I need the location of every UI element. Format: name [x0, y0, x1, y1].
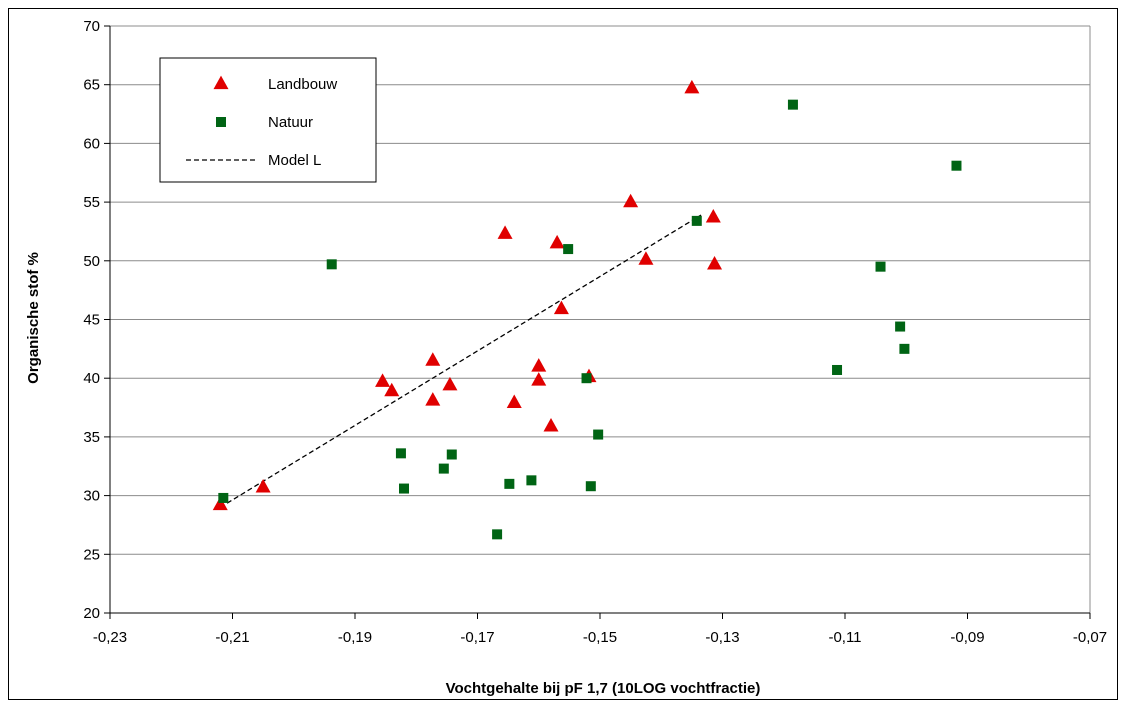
- legend-label: Model L: [268, 152, 321, 169]
- landbouw-point: [425, 352, 441, 366]
- y-tick-label: 70: [83, 18, 100, 35]
- landbouw-point: [684, 79, 700, 94]
- landbouw-point: [531, 372, 547, 386]
- y-tick-label: 55: [83, 194, 100, 211]
- landbouw-point: [506, 394, 522, 408]
- tick-labels: 20 25 30 35 40 45 50 55 60 65 70 -0,23 -0,21 -0,19 -0,…: [83, 18, 1107, 646]
- x-tick-label: -0,09: [950, 629, 984, 646]
- y-tick-label: 25: [83, 546, 100, 563]
- x-tick-label: -0,07: [1073, 629, 1107, 646]
- landbouw-point: [212, 496, 228, 511]
- natuur-point: [585, 481, 596, 492]
- landbouw-point: [707, 255, 723, 270]
- legend-box: [159, 57, 377, 183]
- legend-label: Natuur: [268, 114, 313, 131]
- x-tick-label: -0,23: [93, 629, 127, 646]
- x-tick-label: -0,11: [828, 629, 861, 646]
- landbouw-point: [497, 225, 513, 239]
- landbouw-point: [425, 392, 441, 406]
- natuur-point: [593, 429, 604, 440]
- natuur-point: [951, 160, 962, 171]
- landbouw-point: [623, 193, 639, 208]
- x-tick-label: -0,21: [215, 629, 249, 646]
- axes: [104, 25, 1091, 619]
- legend: Landbouw Natuur Model L: [159, 57, 377, 183]
- natuur-point: [504, 478, 515, 489]
- natuur-point: [218, 492, 229, 503]
- model-line: [219, 214, 702, 508]
- landbouw-point: [705, 208, 721, 223]
- legend-label: Landbouw: [268, 76, 337, 93]
- y-tick-label: 35: [83, 429, 100, 446]
- y-tick-label: 65: [83, 77, 100, 94]
- natuur-point: [395, 448, 406, 459]
- landbouw-point: [442, 376, 458, 391]
- landbouw-point: [543, 417, 559, 432]
- y-tick-label: 60: [83, 135, 100, 152]
- natuur-point: [526, 475, 537, 486]
- landbouw-point: [375, 373, 391, 387]
- landbouw-point: [531, 358, 547, 372]
- natuur-point: [563, 244, 574, 255]
- natuur-point: [787, 99, 798, 110]
- natuur-point: [895, 321, 906, 332]
- natuur-point: [832, 364, 843, 375]
- x-tick-label: -0,15: [583, 629, 617, 646]
- natuur-point: [399, 483, 409, 494]
- y-tick-label: 50: [83, 253, 100, 270]
- y-tick-label: 20: [83, 605, 100, 622]
- natuur-point: [446, 449, 457, 460]
- natuur-point: [875, 261, 886, 272]
- x-tick-label: -0,19: [338, 629, 372, 646]
- x-tick-label: -0,17: [460, 629, 494, 646]
- natuur-point: [326, 259, 337, 270]
- x-tick-label: -0,13: [705, 629, 739, 646]
- natuur-point: [581, 373, 592, 384]
- natuur-point: [899, 343, 910, 354]
- landbouw-point: [638, 251, 654, 265]
- landbouw-point: [549, 234, 565, 249]
- y-tick-label: 45: [83, 312, 100, 329]
- landbouw-point: [255, 479, 271, 493]
- natuur-point: [492, 529, 503, 540]
- y-tick-label: 40: [83, 370, 100, 387]
- data-marks: [212, 79, 962, 540]
- legend-natuur-marker: [216, 117, 226, 127]
- landbouw-point: [384, 382, 400, 397]
- x-axis-title: Vochtgehalte bij pF 1,7 (10LOG vochtfrac…: [446, 680, 761, 697]
- landbouw-point: [553, 300, 569, 315]
- y-tick-label: 30: [83, 488, 100, 505]
- natuur-point: [438, 463, 449, 474]
- natuur-point: [691, 215, 702, 226]
- legend-landbouw-marker: [213, 75, 229, 90]
- y-axis-title: Organische stof %: [25, 252, 42, 384]
